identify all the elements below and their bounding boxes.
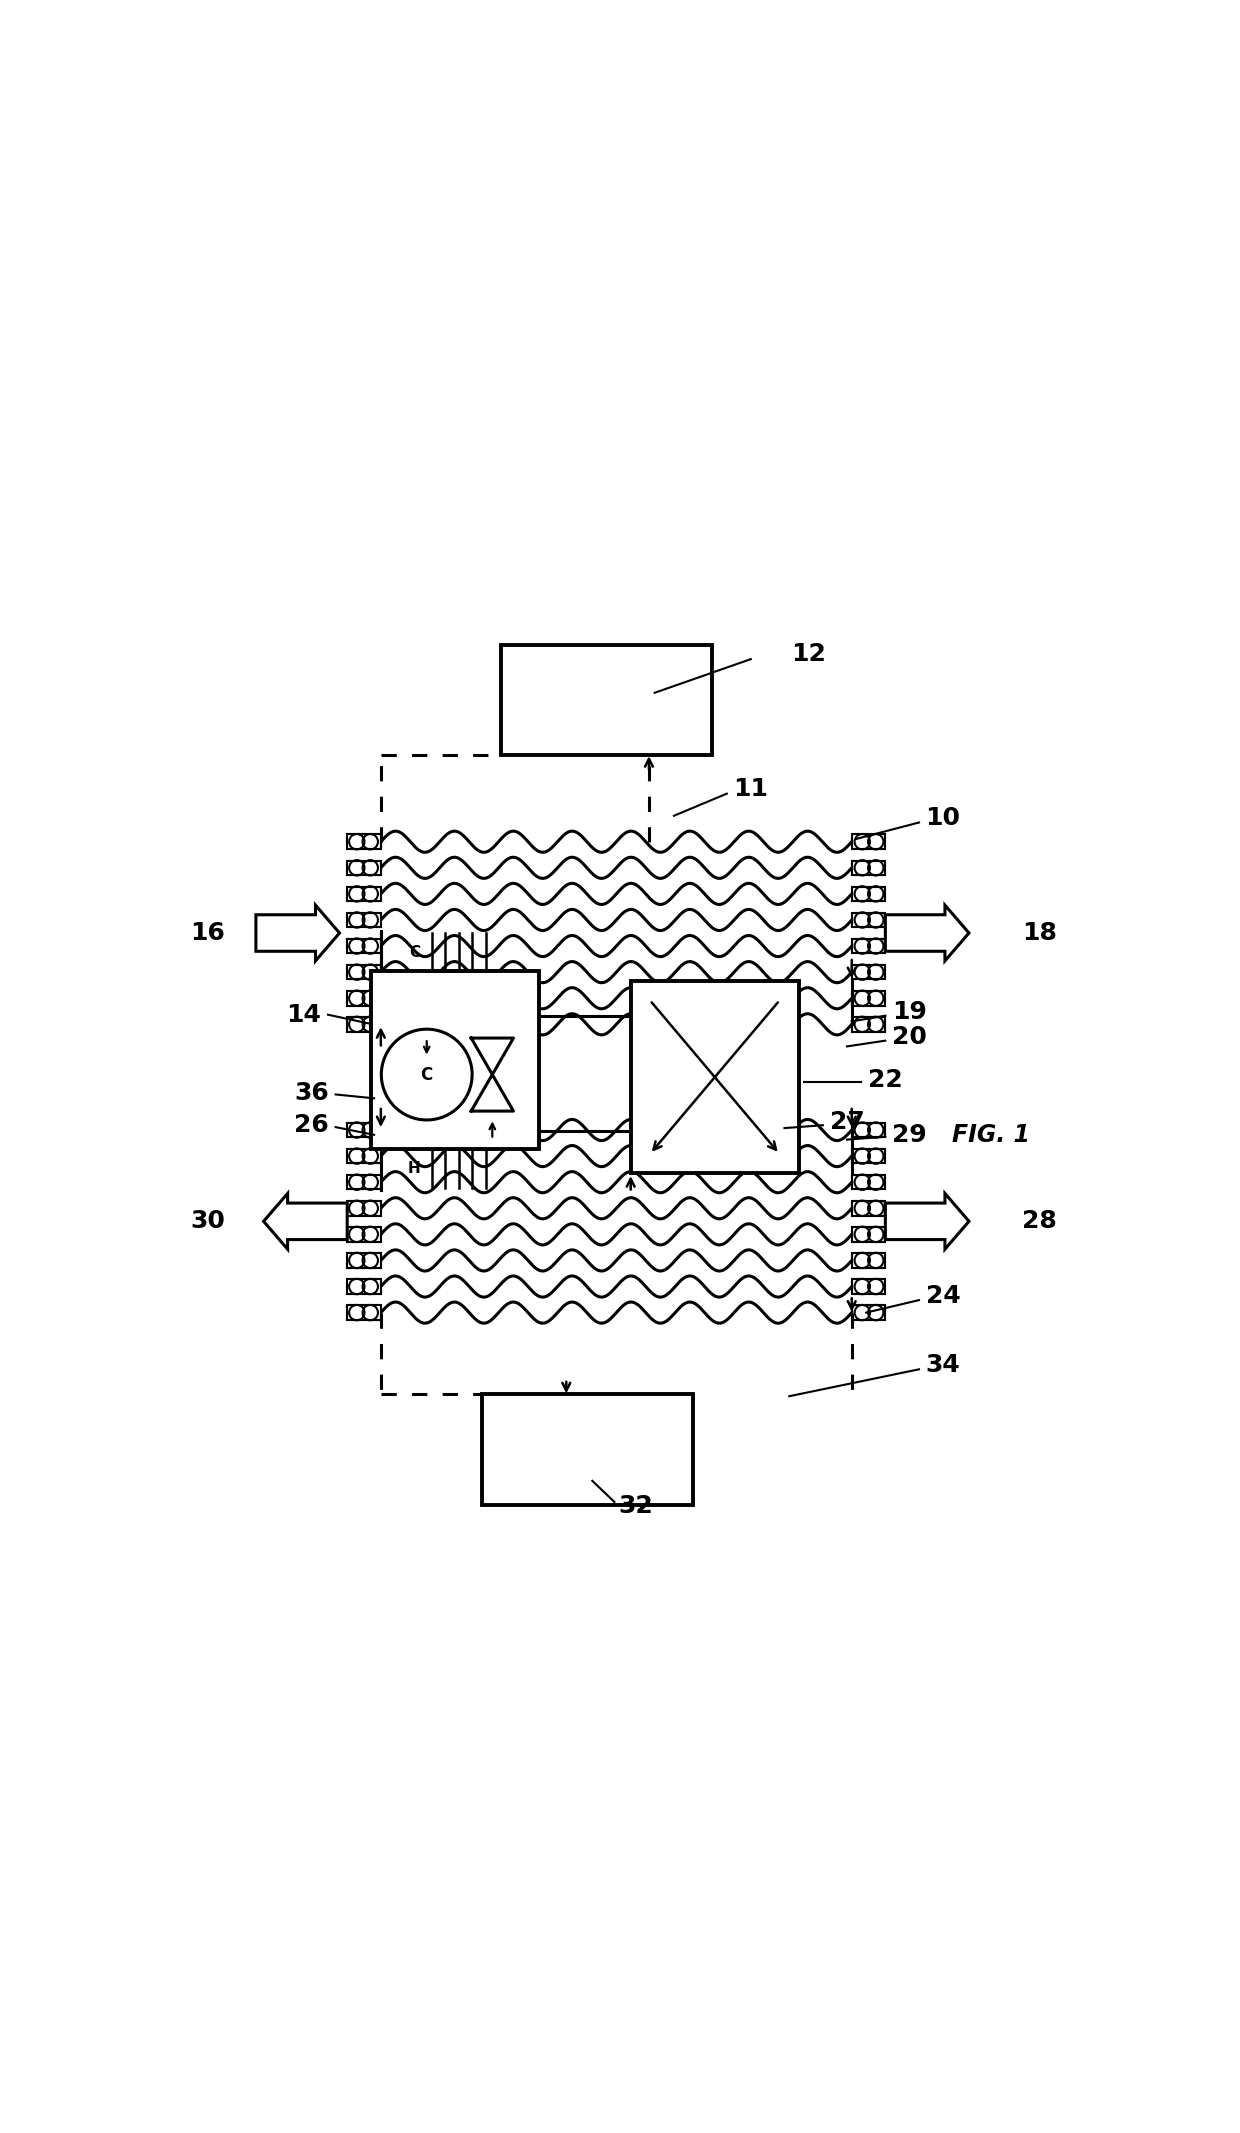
Text: 16: 16 — [191, 921, 226, 945]
Bar — [852, 887, 885, 900]
Circle shape — [382, 1028, 472, 1120]
Bar — [852, 1201, 885, 1216]
Text: 11: 11 — [733, 776, 769, 800]
Text: 10: 10 — [925, 806, 961, 830]
Bar — [347, 1122, 381, 1137]
Text: H: H — [408, 1160, 420, 1175]
Bar — [852, 913, 885, 928]
Bar — [852, 939, 885, 953]
Bar — [347, 939, 381, 953]
Bar — [501, 644, 712, 755]
Bar — [852, 1122, 885, 1137]
Polygon shape — [264, 1194, 347, 1250]
Text: 26: 26 — [294, 1113, 329, 1137]
Bar — [347, 913, 381, 928]
Bar — [852, 860, 885, 875]
Bar — [852, 834, 885, 849]
Bar — [852, 1305, 885, 1320]
Bar — [347, 992, 381, 1005]
Text: C: C — [409, 945, 420, 960]
Text: 30: 30 — [191, 1209, 226, 1233]
Bar — [347, 1254, 381, 1267]
Polygon shape — [255, 904, 340, 960]
Bar — [347, 834, 381, 849]
Bar — [347, 964, 381, 979]
Polygon shape — [885, 1194, 968, 1250]
Text: 19: 19 — [892, 1000, 926, 1024]
Bar — [852, 1017, 885, 1032]
Text: 28: 28 — [1022, 1209, 1056, 1233]
Bar — [631, 981, 799, 1173]
Bar — [347, 1280, 381, 1295]
Bar — [347, 1175, 381, 1190]
Text: 18: 18 — [1022, 921, 1056, 945]
Bar — [347, 1201, 381, 1216]
Text: 27: 27 — [830, 1111, 864, 1135]
Text: 34: 34 — [925, 1354, 961, 1378]
Bar — [852, 1226, 885, 1241]
Bar — [852, 1280, 885, 1295]
Bar — [852, 1175, 885, 1190]
Bar — [852, 964, 885, 979]
Text: C: C — [420, 1066, 433, 1084]
Text: 14: 14 — [286, 1003, 321, 1026]
Text: 32: 32 — [618, 1493, 653, 1519]
Text: 29: 29 — [892, 1122, 926, 1148]
Bar — [347, 860, 381, 875]
Bar — [347, 1305, 381, 1320]
Text: 20: 20 — [892, 1024, 926, 1049]
Bar — [852, 992, 885, 1005]
Text: 24: 24 — [925, 1284, 961, 1308]
Text: 36: 36 — [294, 1081, 329, 1105]
Bar — [371, 971, 539, 1150]
Text: 12: 12 — [791, 642, 826, 665]
Bar — [481, 1395, 693, 1504]
Bar — [347, 887, 381, 900]
Bar — [347, 1017, 381, 1032]
Bar — [347, 1226, 381, 1241]
Text: 22: 22 — [868, 1069, 903, 1092]
Bar — [852, 1150, 885, 1162]
Polygon shape — [471, 1075, 513, 1111]
Bar — [347, 1150, 381, 1162]
Bar — [852, 1254, 885, 1267]
Text: FIG. 1: FIG. 1 — [952, 1122, 1030, 1148]
Polygon shape — [885, 904, 968, 960]
